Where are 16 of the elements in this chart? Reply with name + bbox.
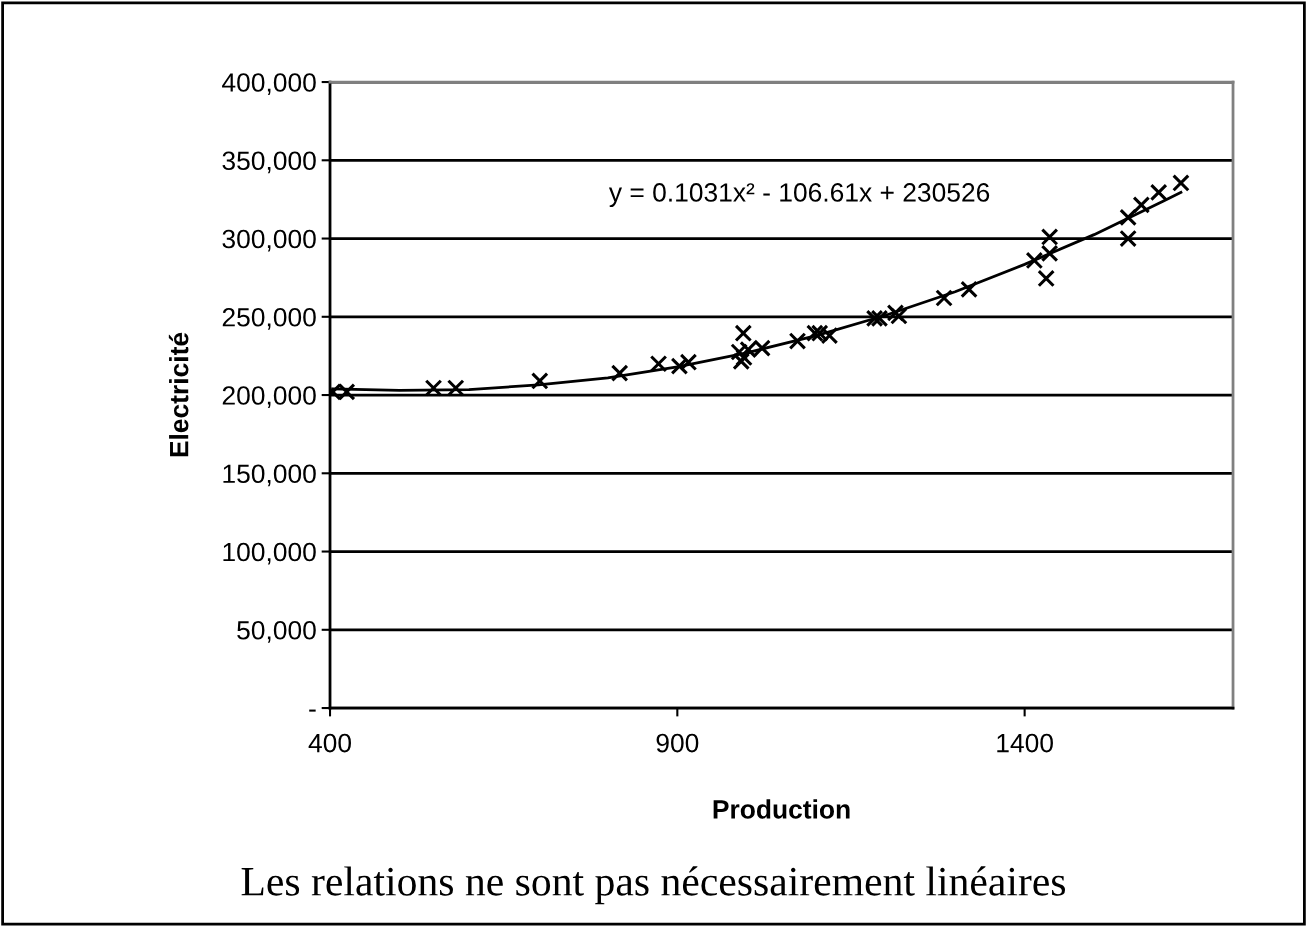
y-tick-label: 350,000 <box>222 151 316 174</box>
y-tick-label: 300,000 <box>222 229 316 252</box>
annotation: y = 0.1031x² - 106.61x + 230526 <box>608 183 990 208</box>
x-tick-label: 1400 <box>997 733 1053 753</box>
x-tick-label: 400 <box>308 733 351 753</box>
x-tick-label: 900 <box>656 733 699 753</box>
x-axis-title: Production <box>713 799 850 819</box>
y-tick-label: - <box>309 709 316 712</box>
y-axis-title: Electricité <box>168 332 189 457</box>
text: Les relations ne sont pas nécessairement linéaires <box>241 866 1066 905</box>
y-tick-label: 250,000 <box>222 307 316 330</box>
y-tick-label: 50,000 <box>237 620 316 643</box>
y-tick-label: 400,000 <box>222 73 316 95</box>
y-tick-label: 200,000 <box>222 386 316 408</box>
y-tick-label: 150,000 <box>223 464 316 487</box>
y-tick-label: 100,000 <box>223 542 316 565</box>
